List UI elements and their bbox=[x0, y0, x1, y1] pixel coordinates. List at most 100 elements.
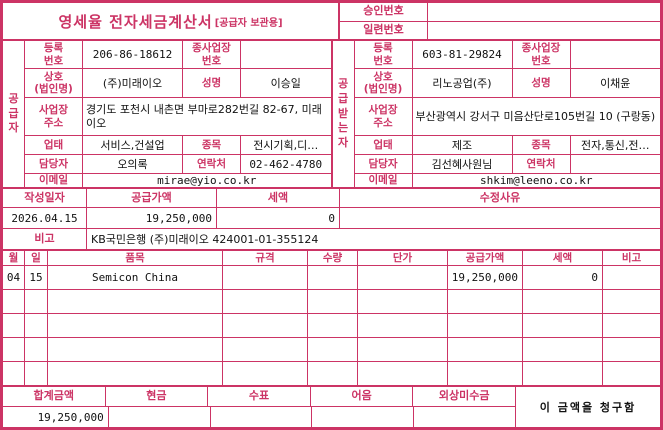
item-day bbox=[25, 290, 48, 313]
footer-amounts-table: 합계금액 현금 수표 어음 외상미수금 19,250,000 bbox=[3, 387, 516, 427]
item-name bbox=[48, 338, 223, 361]
buyer-bizitem-label: 종목 bbox=[513, 136, 571, 154]
item-row bbox=[3, 290, 660, 314]
supplier-biztype-label: 업태 bbox=[25, 136, 83, 154]
col-day-header: 일 bbox=[25, 251, 48, 265]
supplier-reg-value: 206-86-18612 bbox=[83, 41, 183, 68]
item-supply: 19,250,000 bbox=[448, 266, 523, 289]
parties-band: 공 급 자 등록 번호 206-86-18612 종사업장 번호 상호 (법인명… bbox=[3, 41, 660, 189]
item-row bbox=[3, 362, 660, 385]
item-spec bbox=[223, 362, 308, 385]
supplier-manager-value: 오의록 bbox=[83, 155, 183, 173]
supplier-manager-label: 담당자 bbox=[25, 155, 83, 173]
item-supply bbox=[448, 290, 523, 313]
item-note bbox=[603, 338, 660, 361]
supplier-biztype-value: 서비스,건설업 bbox=[83, 136, 183, 154]
cash-label: 현금 bbox=[106, 387, 209, 406]
check-label: 수표 bbox=[208, 387, 311, 406]
remark-value: KB국민은행 (주)미래이오 424001-01-355124 bbox=[91, 233, 319, 246]
item-supply bbox=[448, 362, 523, 385]
buyer-address-row: 사업장 주소 부산광역시 강서구 미음산단로105번길 10 (구랑동) bbox=[354, 98, 660, 136]
buyer-biztype-value: 제조 bbox=[413, 136, 513, 154]
supplier-name-value: (주)미래이오 bbox=[83, 69, 183, 97]
supplier-ceo-value: 이승일 bbox=[270, 77, 301, 90]
approval-number-row: 승인번호 bbox=[340, 3, 660, 22]
item-supply bbox=[448, 338, 523, 361]
supply-amount-value: 19,250,000 bbox=[87, 208, 217, 228]
col-tax-header: 세액 bbox=[523, 251, 603, 265]
buyer-address-value: 부산광역시 강서구 미음산단로105번길 10 (구랑동) bbox=[415, 109, 656, 123]
summary-value-row: 2026.04.15 19,250,000 0 bbox=[3, 208, 660, 229]
item-row bbox=[3, 338, 660, 362]
buyer-email-label: 이메일 bbox=[355, 174, 413, 187]
credit-label: 외상미수금 bbox=[438, 389, 490, 403]
total-amount-value: 19,250,000 bbox=[3, 407, 109, 427]
buyer-subreg-label: 종사업장 번호 bbox=[513, 41, 571, 68]
credit-value bbox=[414, 407, 515, 427]
item-qty bbox=[308, 362, 358, 385]
item-row bbox=[3, 314, 660, 338]
item-month: 04 bbox=[3, 266, 25, 289]
item-note bbox=[603, 290, 660, 313]
buyer-section: 공 급 받 는 자 등록 번호 603-81-29824 종사업장 번호 상호 … bbox=[333, 41, 661, 187]
tax-amount-label: 세액 bbox=[217, 189, 340, 207]
serial-number-value bbox=[428, 22, 660, 40]
item-note bbox=[603, 266, 660, 289]
item-tax bbox=[523, 314, 603, 337]
promissory-note-value bbox=[312, 407, 415, 427]
item-supply bbox=[448, 314, 523, 337]
buyer-email-row: 이메일 shkim@leeno.co.kr bbox=[355, 174, 661, 187]
col-supply-header: 공급가액 bbox=[448, 251, 523, 265]
buyer-manager-value: 김선혜사원님 bbox=[413, 155, 513, 173]
item-name bbox=[48, 290, 223, 313]
header-band: 영세율 전자세금계산서 [공급자 보관용] 승인번호 일련번호 bbox=[3, 3, 660, 41]
supplier-subreg-label: 종사업장 번호 bbox=[183, 41, 241, 68]
footer-values-row: 19,250,000 bbox=[3, 407, 515, 427]
line-items-table: 월 일 품목 규격 수량 단가 공급가액 세액 비고 04 15 Semicon… bbox=[3, 251, 660, 387]
item-month bbox=[3, 314, 25, 337]
supplier-bizitem-value: 전시기획,디… bbox=[253, 139, 319, 152]
buyer-email-value: shkim@leeno.co.kr bbox=[479, 174, 593, 187]
footer-band: 합계금액 현금 수표 어음 외상미수금 19,250,000 이 금액을 청구함 bbox=[3, 387, 660, 427]
buyer-biztype-label: 업태 bbox=[355, 136, 413, 154]
supplier-bizitem-label: 종목 bbox=[183, 136, 241, 154]
col-unitprice-header: 단가 bbox=[358, 251, 448, 265]
item-tax: 0 bbox=[523, 266, 603, 289]
approval-number-value bbox=[428, 3, 660, 21]
item-note bbox=[603, 362, 660, 385]
buyer-name-label: 상호 (법인명) bbox=[355, 69, 413, 97]
total-amount-label: 합계금액 bbox=[3, 387, 106, 406]
supplier-contact-row: 담당자 오의록 연락처 02-462-4780 bbox=[25, 155, 331, 174]
item-qty bbox=[308, 314, 358, 337]
supplier-email-value: mirae@yio.co.kr bbox=[157, 174, 257, 187]
supplier-business-row: 업태 서비스,건설업 종목 전시기획,디… bbox=[25, 136, 331, 155]
cash-value bbox=[109, 407, 211, 427]
item-unitprice bbox=[358, 362, 448, 385]
buyer-reg-label: 등록 번호 bbox=[355, 41, 413, 68]
col-spec-header: 규격 bbox=[223, 251, 308, 265]
supplier-address-row: 사업장 주소 경기도 포천시 내촌면 부마로282번길 82-67, 미래이오 bbox=[25, 98, 331, 136]
item-unitprice bbox=[358, 266, 448, 289]
buyer-phone-label: 연락처 bbox=[513, 155, 571, 173]
revision-reason-value bbox=[340, 208, 660, 228]
item-qty bbox=[308, 266, 358, 289]
footer-labels-row: 합계금액 현금 수표 어음 외상미수금 bbox=[3, 387, 515, 407]
item-unitprice bbox=[358, 314, 448, 337]
invoice-title-sub: [공급자 보관용] bbox=[214, 17, 283, 29]
buyer-side-label: 공 급 받 는 자 bbox=[333, 41, 355, 187]
buyer-contact-row: 담당자 김선혜사원님 연락처 bbox=[354, 155, 660, 174]
item-day bbox=[25, 338, 48, 361]
item-row: 04 15 Semicon China 19,250,000 0 bbox=[3, 266, 660, 290]
item-day bbox=[25, 314, 48, 337]
col-item-header: 품목 bbox=[48, 251, 223, 265]
supplier-registration-row: 등록 번호 206-86-18612 종사업장 번호 bbox=[25, 41, 331, 69]
buyer-table: 등록 번호 603-81-29824 종사업장 번호 상호 (법인명) 리노공업… bbox=[354, 41, 661, 187]
buyer-business-row: 업태 제조 종목 전자,통신,전… bbox=[354, 136, 660, 155]
buyer-name-value: 리노공업(주) bbox=[413, 69, 513, 97]
tax-amount-value: 0 bbox=[217, 208, 340, 228]
item-tax bbox=[523, 290, 603, 313]
supplier-name-row: 상호 (법인명) (주)미래이오 성명 이승일 bbox=[25, 69, 331, 98]
claim-statement: 이 금액을 청구함 bbox=[539, 401, 637, 414]
item-tax bbox=[523, 338, 603, 361]
